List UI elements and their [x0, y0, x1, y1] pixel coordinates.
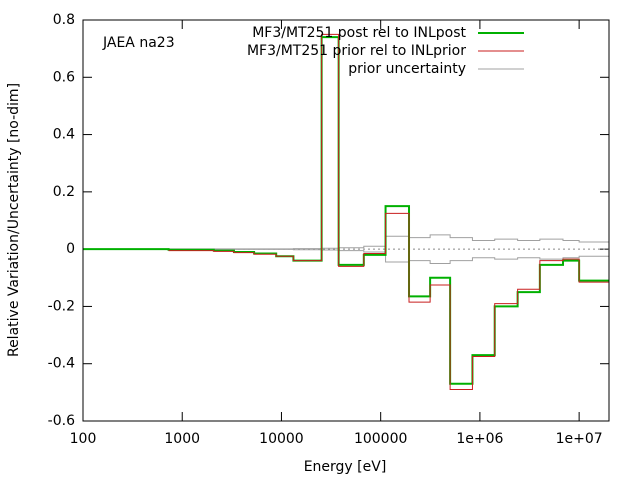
y-tick-label: 0.4	[53, 127, 75, 143]
legend-label: prior uncertainty	[348, 61, 466, 77]
y-axis-label: Relative Variation/Uncertainty [no-dim]	[6, 83, 22, 357]
data-line	[168, 33, 609, 390]
y-tick-label: -0.4	[48, 356, 75, 372]
x-tick-label: 100000	[354, 431, 407, 447]
x-tick-label: 10000	[259, 431, 304, 447]
y-tick-label: 0.2	[53, 184, 75, 200]
legend-label: MF3/MT251 prior rel to INLprior	[247, 43, 466, 59]
x-axis-label: Energy [eV]	[304, 459, 387, 475]
legend-label: MF3/MT251 post rel to INLpost	[252, 25, 466, 41]
y-tick-label: -0.2	[48, 298, 75, 314]
x-tick-label: 1e+07	[556, 431, 603, 447]
x-tick-label: 1e+06	[456, 431, 503, 447]
y-tick-label: 0.8	[53, 12, 75, 28]
x-tick-label: 100	[70, 431, 97, 447]
y-tick-label: 0	[66, 241, 75, 257]
y-tick-label: -0.6	[48, 413, 75, 429]
y-tick-label: 0.6	[53, 69, 75, 85]
annotation: JAEA na23	[102, 35, 175, 51]
x-tick-label: 1000	[164, 431, 200, 447]
plot-frame	[82, 19, 610, 422]
